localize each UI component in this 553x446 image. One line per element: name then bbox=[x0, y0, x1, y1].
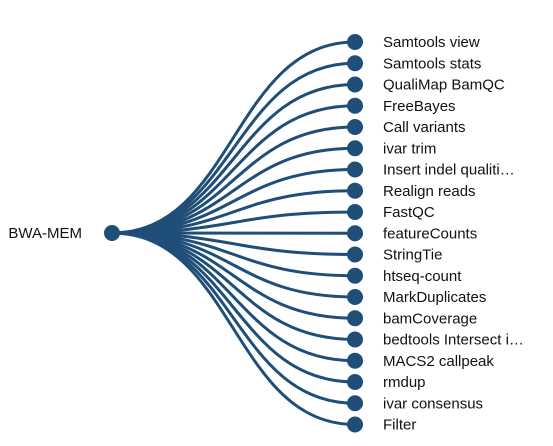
child-node-label[interactable]: QualiMap BamQC bbox=[383, 77, 505, 94]
child-node[interactable] bbox=[347, 416, 363, 433]
edge bbox=[111, 231, 356, 426]
child-node-label[interactable]: featureCounts bbox=[383, 225, 477, 242]
child-node[interactable] bbox=[347, 97, 363, 114]
child-node[interactable] bbox=[347, 182, 363, 199]
edge bbox=[111, 231, 356, 341]
edge bbox=[111, 231, 356, 363]
child-node[interactable] bbox=[347, 225, 363, 242]
child-node[interactable] bbox=[347, 289, 363, 305]
child-node-label[interactable]: bamCoverage bbox=[383, 310, 477, 327]
child-node[interactable] bbox=[347, 119, 363, 135]
child-node-label[interactable]: Samtools stats bbox=[383, 55, 481, 72]
child-node-label[interactable]: rmdup bbox=[383, 374, 426, 391]
root-node-label: BWA-MEM bbox=[8, 225, 82, 242]
child-node-label[interactable]: htseq-count bbox=[383, 268, 462, 285]
child-node-label[interactable]: bedtools Intersect i… bbox=[383, 332, 524, 349]
child-node-label[interactable]: StringTie bbox=[383, 247, 442, 264]
child-node[interactable] bbox=[347, 55, 363, 72]
child-node-label[interactable]: FreeBayes bbox=[383, 98, 456, 115]
child-node[interactable] bbox=[347, 140, 363, 157]
child-node[interactable] bbox=[347, 161, 363, 178]
child-node-label[interactable]: MarkDuplicates bbox=[383, 289, 486, 306]
nodes-layer: BWA-MEM Samtools view Samtools stats Quali… bbox=[8, 34, 524, 434]
child-node-label[interactable]: MACS2 callpeak bbox=[383, 353, 494, 370]
child-node[interactable] bbox=[347, 395, 363, 412]
child-node[interactable] bbox=[347, 374, 363, 390]
child-node[interactable] bbox=[347, 246, 363, 263]
root-node[interactable] bbox=[104, 225, 120, 241]
child-node-label[interactable]: Realign reads bbox=[383, 183, 476, 200]
child-node[interactable] bbox=[347, 310, 363, 327]
edges-layer bbox=[111, 40, 356, 426]
child-node-label[interactable]: Call variants bbox=[383, 119, 466, 136]
child-node[interactable] bbox=[347, 267, 363, 284]
child-node-label[interactable]: ivar trim bbox=[383, 140, 436, 157]
edge bbox=[111, 125, 356, 235]
child-node-label[interactable]: Filter bbox=[383, 417, 416, 434]
child-node-label[interactable]: Insert indel qualiti… bbox=[383, 162, 515, 179]
child-node-label[interactable]: FastQC bbox=[383, 204, 435, 221]
child-node[interactable] bbox=[347, 204, 363, 220]
child-node[interactable] bbox=[347, 34, 363, 50]
child-node[interactable] bbox=[347, 331, 363, 348]
child-node[interactable] bbox=[347, 76, 363, 93]
child-node-label[interactable]: Samtools view bbox=[383, 34, 480, 51]
child-node-label[interactable]: ivar consensus bbox=[383, 395, 483, 412]
child-node[interactable] bbox=[347, 352, 363, 369]
